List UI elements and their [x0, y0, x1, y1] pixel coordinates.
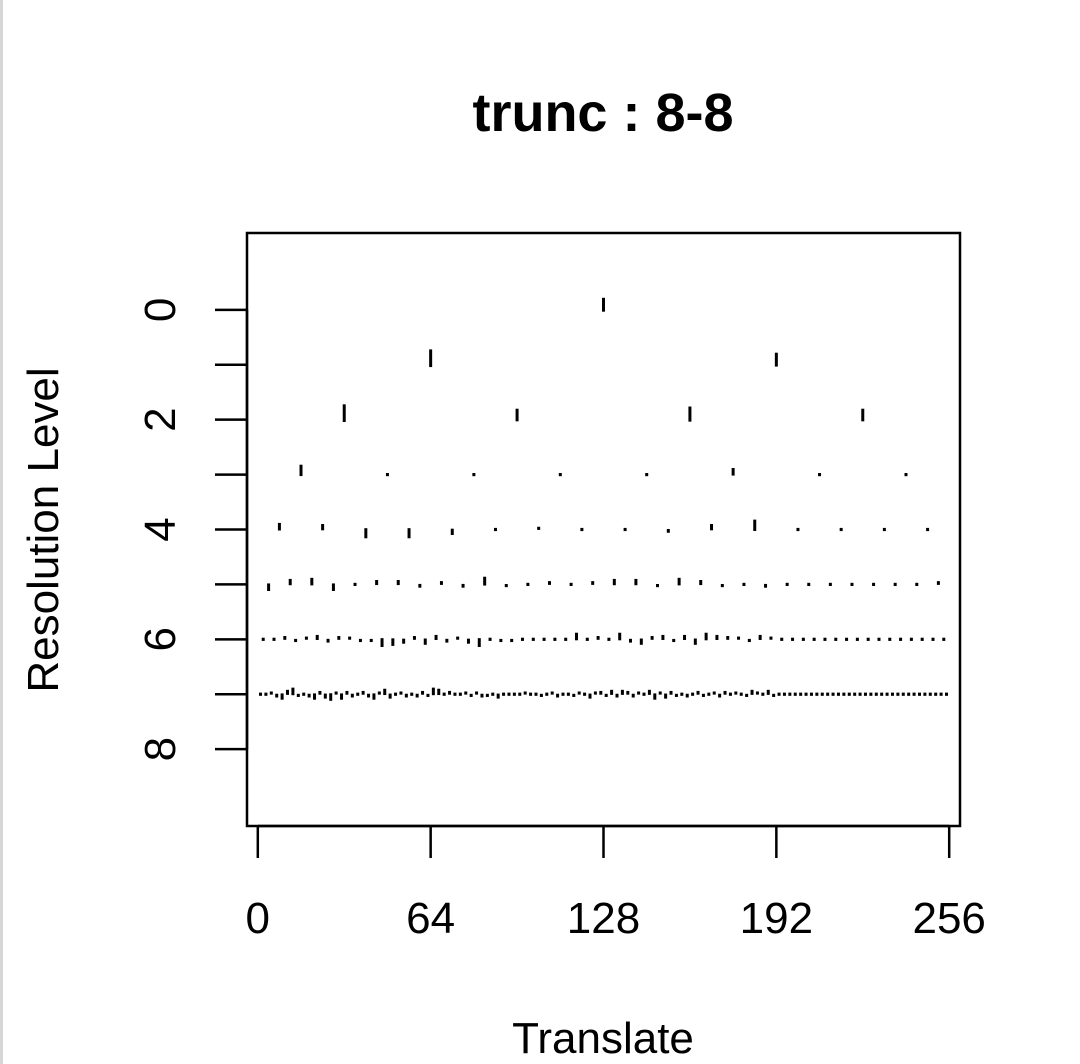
x-tick-label: 192 — [740, 894, 813, 943]
y-axis: 0 2 4 6 8 — [136, 298, 249, 761]
y-tick-label: 6 — [136, 627, 185, 651]
x-tick-label: 256 — [912, 894, 985, 943]
x-axis: 0 64 128 192 256 — [246, 824, 986, 943]
plot-area-box — [245, 231, 962, 828]
wavelet-coefficient-marks — [259, 297, 948, 701]
x-tick-label: 64 — [406, 894, 455, 943]
y-axis-title: Resolution Level — [19, 367, 68, 692]
y-tick-label: 8 — [136, 737, 185, 761]
x-tick-label: 0 — [246, 894, 270, 943]
y-tick-label: 2 — [136, 407, 185, 431]
x-axis-title: Translate — [512, 1014, 694, 1063]
y-tick-label: 4 — [136, 517, 185, 541]
chart-title: trunc : 8-8 — [472, 83, 733, 143]
x-tick-label: 128 — [567, 894, 640, 943]
y-tick-label: 0 — [136, 298, 185, 322]
